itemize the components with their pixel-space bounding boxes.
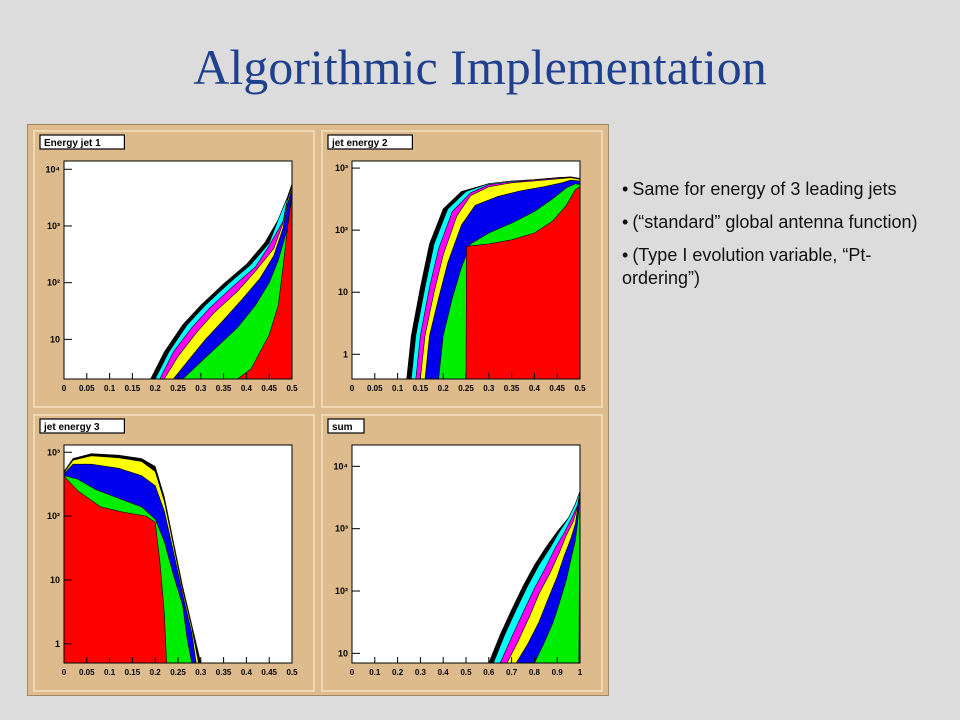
- x-tick-label: 0.1: [392, 384, 404, 393]
- x-tick-label: 0.5: [574, 384, 586, 393]
- bullet-item: • Same for energy of 3 leading jets: [622, 179, 897, 199]
- jet-energy-2-plot: jet energy 2 1 10 10² 10³ 0 0.05 0.1 0.15 0.2 0.25…: [321, 130, 603, 408]
- x-tick-label: 0.8: [529, 668, 541, 677]
- x-tick-label: 0.1: [104, 384, 116, 393]
- x-tick-label: 0.15: [125, 384, 141, 393]
- x-tick-label: 0.3: [483, 384, 495, 393]
- x-tick-label: 0.45: [549, 384, 565, 393]
- x-tick-label: 0.3: [195, 668, 207, 677]
- x-tick-label: 0.9: [552, 668, 564, 677]
- y-tick-label: 10²: [335, 586, 348, 596]
- x-tick-label: 0.4: [241, 668, 253, 677]
- y-tick-label: 10: [50, 334, 60, 344]
- x-tick-label: 0.35: [216, 384, 232, 393]
- y-tick-label: 10⁴: [46, 164, 60, 174]
- bullet-list: • Same for energy of 3 leading jets • (“st…: [622, 178, 942, 300]
- x-tick-label: 0.45: [261, 384, 277, 393]
- y-tick-label: 10: [50, 575, 60, 585]
- x-tick-label: 0: [62, 384, 67, 393]
- x-tick-label: 0: [350, 668, 355, 677]
- x-tick-label: 0.35: [504, 384, 520, 393]
- y-tick-label: 10: [338, 287, 348, 297]
- x-tick-label: 0.2: [150, 668, 162, 677]
- plot-title-box: [327, 418, 365, 434]
- jet-energy-3-plot: jet energy 3 1 10 10² 10³ 0 0.05 0.1 0.15 0.2 0.25…: [33, 414, 315, 692]
- plot-title: jet energy 3: [43, 422, 100, 433]
- y-tick-label: 10³: [47, 447, 60, 457]
- x-tick-label: 0.15: [413, 384, 429, 393]
- y-tick-label: 10⁴: [334, 461, 348, 471]
- x-tick-label: 0.05: [79, 668, 95, 677]
- plot-title: Energy jet 1: [44, 138, 101, 149]
- bullet-item: • (Type I evolution variable, “Pt-orderin…: [622, 245, 872, 288]
- y-tick-label: 10²: [335, 225, 348, 235]
- histogram-series: [63, 475, 167, 664]
- y-tick-label: 10²: [47, 511, 60, 521]
- x-tick-label: 0.2: [150, 384, 162, 393]
- plot-title-box: [39, 418, 126, 434]
- y-tick-label: 10³: [335, 163, 348, 173]
- x-tick-label: 0.35: [216, 668, 232, 677]
- sum-plot: sum 10 10² 10³ 10⁴ 0 0.1 0.2 0.3 0.4 0.5 0.6 0.7 0.8 0…: [321, 414, 603, 692]
- y-tick-label: 1: [55, 639, 60, 649]
- bullet-text: Same for energy of 3 leading jets: [632, 179, 897, 199]
- y-tick-label: 10³: [47, 221, 60, 231]
- x-tick-label: 0.15: [125, 668, 141, 677]
- x-tick-label: 0.4: [529, 384, 541, 393]
- y-tick-label: 10³: [335, 524, 348, 534]
- x-tick-label: 0.05: [367, 384, 383, 393]
- plot-title: jet energy 2: [331, 138, 388, 149]
- histogram-panel: Energy jet 1 10 10² 10³ 10⁴ 0 0.05 0.1 0.15 0.2 0.…: [27, 124, 609, 696]
- bullet-text: (“standard” global antenna function): [632, 212, 918, 232]
- x-tick-label: 0.6: [483, 668, 495, 677]
- x-tick-label: 0: [62, 668, 67, 677]
- bullet-item: • (“standard” global antenna function): [622, 212, 918, 232]
- x-tick-label: 0.2: [392, 668, 404, 677]
- plot-title-box: [39, 134, 126, 150]
- x-tick-label: 0.25: [170, 668, 186, 677]
- x-tick-label: 0.3: [195, 384, 207, 393]
- x-tick-label: 0.5: [286, 384, 298, 393]
- slide-title: Algorithmic Implementation: [193, 39, 767, 95]
- bullet-text: (Type I evolution variable, “Pt-ordering…: [622, 245, 872, 288]
- x-tick-label: 0: [350, 384, 355, 393]
- x-tick-label: 0.5: [460, 668, 472, 677]
- x-tick-label: 0.3: [415, 668, 427, 677]
- x-tick-label: 0.4: [438, 668, 450, 677]
- x-tick-label: 0.1: [369, 668, 381, 677]
- x-tick-label: 0.45: [261, 668, 277, 677]
- energy-jet-1-plot: Energy jet 1 10 10² 10³ 10⁴ 0 0.05 0.1 0.15 0.2 0.…: [33, 130, 315, 408]
- x-tick-label: 0.7: [506, 668, 518, 677]
- x-tick-label: 0.25: [170, 384, 186, 393]
- plot-title-box: [327, 134, 414, 150]
- x-tick-label: 1: [578, 668, 583, 677]
- x-tick-label: 0.4: [241, 384, 253, 393]
- y-tick-label: 10: [338, 648, 348, 658]
- plot-title: sum: [332, 422, 353, 433]
- x-tick-label: 0.5: [286, 668, 298, 677]
- x-tick-label: 0.25: [458, 384, 474, 393]
- y-tick-label: 1: [343, 349, 348, 359]
- y-tick-label: 10²: [47, 278, 60, 288]
- x-tick-label: 0.2: [438, 384, 450, 393]
- x-tick-label: 0.05: [79, 384, 95, 393]
- x-tick-label: 0.1: [104, 668, 116, 677]
